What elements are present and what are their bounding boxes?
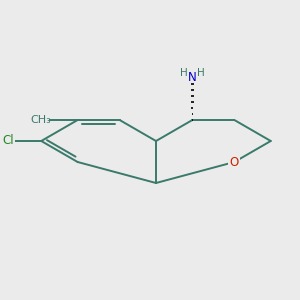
Bar [188,73,197,82]
Text: CH₃: CH₃ [30,115,51,125]
Text: Cl: Cl [2,134,14,148]
Bar [32,115,49,125]
Bar [2,136,15,146]
Text: H: H [197,68,205,78]
Text: O: O [230,155,239,169]
Bar [228,157,240,167]
Text: H: H [180,68,188,78]
Text: N: N [188,71,197,84]
